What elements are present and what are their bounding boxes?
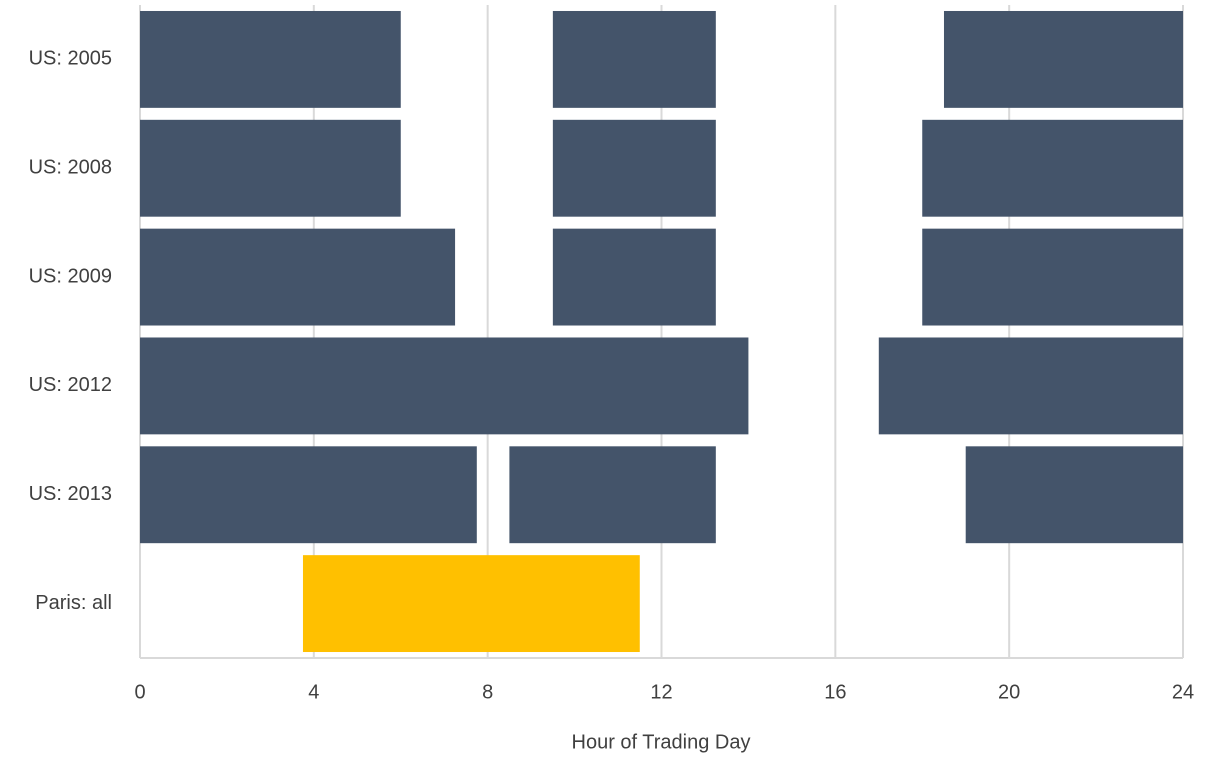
range-bar <box>922 228 1183 326</box>
y-tick-label: US: 2009 <box>29 265 112 287</box>
range-bar <box>140 119 401 217</box>
x-tick-label: 8 <box>482 681 493 703</box>
range-bar <box>965 446 1183 544</box>
range-bar <box>140 228 456 326</box>
x-tick-label: 24 <box>1172 681 1194 703</box>
range-bar <box>302 555 640 653</box>
range-bar <box>878 337 1183 435</box>
range-bar <box>922 119 1183 217</box>
range-bar <box>140 446 477 544</box>
range-bar <box>140 337 749 435</box>
y-tick-label: Paris: all <box>35 592 112 614</box>
x-tick-label: 20 <box>998 681 1020 703</box>
x-tick-label: 16 <box>824 681 846 703</box>
range-bar <box>552 119 716 217</box>
x-tick-label: 0 <box>134 681 145 703</box>
x-axis-title: Hour of Trading Day <box>572 731 751 753</box>
x-tick-label: 4 <box>308 681 319 703</box>
range-bar <box>943 10 1183 108</box>
y-tick-label: US: 2008 <box>29 157 112 179</box>
y-tick-label: US: 2005 <box>29 48 112 70</box>
range-bar <box>552 10 716 108</box>
y-tick-label: US: 2013 <box>29 483 112 505</box>
range-bar <box>140 10 401 108</box>
x-tick-label: 12 <box>650 681 672 703</box>
y-tick-label: US: 2012 <box>29 374 112 396</box>
range-bar <box>552 228 716 326</box>
range-bar <box>509 446 716 544</box>
